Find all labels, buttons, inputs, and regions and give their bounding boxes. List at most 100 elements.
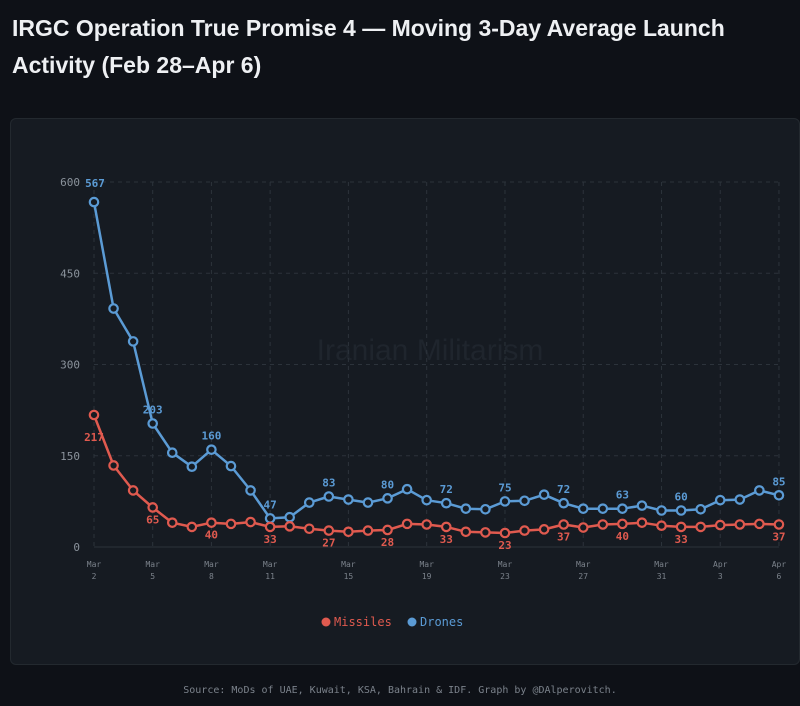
- missiles-point[interactable]: [245, 516, 256, 528]
- drones-data-label: 203: [143, 404, 163, 417]
- missiles-point[interactable]: [714, 519, 726, 531]
- series: [88, 196, 785, 539]
- drones-point[interactable]: [147, 418, 159, 429]
- drones-data-label: 63: [616, 489, 629, 502]
- drones-point[interactable]: [343, 494, 354, 505]
- drones-point[interactable]: [577, 503, 589, 514]
- legend[interactable]: Missiles Drones: [321, 615, 464, 629]
- drones-point[interactable]: [88, 196, 100, 208]
- chart-card: [10, 118, 800, 665]
- missiles-point[interactable]: [225, 518, 237, 530]
- missiles-point[interactable]: [499, 527, 511, 539]
- missiles-point[interactable]: [480, 527, 491, 538]
- drones-point[interactable]: [245, 485, 256, 496]
- missiles-line: [92, 414, 780, 535]
- missiles-point[interactable]: [323, 525, 335, 536]
- drones-point[interactable]: [617, 503, 628, 514]
- drones-point[interactable]: [401, 483, 413, 495]
- missiles-point[interactable]: [88, 409, 100, 421]
- drones-point[interactable]: [597, 503, 609, 514]
- missiles-legend-swatch[interactable]: [321, 617, 331, 627]
- drones-point[interactable]: [421, 494, 432, 506]
- missiles-point[interactable]: [577, 522, 589, 533]
- drones-point[interactable]: [440, 497, 452, 509]
- grid: [93, 181, 780, 547]
- missiles-point[interactable]: [558, 519, 569, 530]
- missiles-point[interactable]: [206, 517, 217, 528]
- drones-point[interactable]: [460, 503, 472, 514]
- drones-point[interactable]: [323, 491, 335, 502]
- missiles-point[interactable]: [440, 521, 452, 533]
- missiles-point[interactable]: [695, 521, 706, 533]
- drones-point[interactable]: [206, 444, 217, 455]
- drones-point[interactable]: [186, 461, 198, 472]
- missiles-point[interactable]: [401, 518, 413, 530]
- missiles-point[interactable]: [127, 485, 139, 496]
- drones-point[interactable]: [558, 497, 569, 509]
- drones-point[interactable]: [362, 497, 374, 508]
- missiles-point[interactable]: [734, 519, 746, 530]
- x-tick-label-day: 23: [500, 572, 510, 581]
- data-labels: 567 203 160 47 83 80 72 75 72 63 60 85 217 65 40 33 27 28…: [84, 177, 786, 552]
- missiles-point[interactable]: [303, 523, 315, 535]
- x-tick-label-month: Mar: [419, 560, 434, 569]
- missiles-data-label: 28: [381, 536, 394, 549]
- drones-point[interactable]: [303, 497, 315, 508]
- x-tick-label-day: 19: [422, 572, 432, 581]
- drones-point[interactable]: [675, 505, 687, 516]
- missiles-point[interactable]: [754, 518, 765, 530]
- missiles-point[interactable]: [519, 525, 530, 536]
- drones-point[interactable]: [656, 505, 667, 516]
- missiles-data-label: 33: [674, 533, 687, 546]
- drones-point[interactable]: [166, 447, 178, 459]
- drones-point[interactable]: [108, 303, 119, 314]
- missiles-point[interactable]: [538, 524, 550, 535]
- drones-point[interactable]: [519, 495, 530, 507]
- drones-point[interactable]: [734, 494, 746, 505]
- drones-data-label: 47: [264, 498, 277, 511]
- drones-point[interactable]: [382, 493, 393, 504]
- drones-point[interactable]: [284, 511, 295, 523]
- missiles-point[interactable]: [597, 519, 609, 530]
- drones-point[interactable]: [499, 496, 511, 507]
- missiles-point[interactable]: [460, 526, 472, 538]
- missiles-point[interactable]: [264, 521, 276, 533]
- missiles-point[interactable]: [362, 525, 374, 536]
- missiles-data-label: 37: [557, 530, 570, 543]
- missiles-data-label: 65: [146, 513, 159, 526]
- drones-data-label: 60: [674, 491, 687, 504]
- missiles-point[interactable]: [343, 526, 354, 538]
- missiles-point[interactable]: [675, 521, 687, 533]
- missiles-data-label: 217: [84, 431, 104, 444]
- drones-point[interactable]: [225, 460, 237, 472]
- drones-point[interactable]: [264, 513, 276, 524]
- x-tick-label-month: Apr: [713, 560, 728, 569]
- missiles-point[interactable]: [166, 517, 178, 528]
- drones-point[interactable]: [127, 336, 139, 347]
- missiles-point[interactable]: [656, 520, 667, 532]
- missiles-point[interactable]: [421, 519, 432, 530]
- missiles-point[interactable]: [284, 521, 295, 532]
- missiles-point[interactable]: [636, 517, 648, 528]
- x-tick-label-day: 27: [578, 572, 588, 581]
- source-note: Source: MoDs of UAE, Kuwait, KSA, Bahrai…: [183, 685, 617, 696]
- drones-data-label: 85: [772, 475, 785, 488]
- x-tick-label-month: Mar: [145, 560, 160, 569]
- drones-point[interactable]: [636, 500, 648, 511]
- drones-point[interactable]: [714, 494, 726, 506]
- drones-point[interactable]: [480, 503, 491, 515]
- missiles-legend-label[interactable]: Missiles: [334, 615, 392, 629]
- drones-point[interactable]: [695, 503, 706, 515]
- x-tick-label-month: Mar: [263, 560, 278, 569]
- drones-legend-label[interactable]: Drones: [420, 615, 463, 629]
- missiles-point[interactable]: [617, 518, 628, 530]
- drones-point[interactable]: [773, 489, 785, 501]
- drones-legend-swatch[interactable]: [407, 617, 417, 627]
- missiles-point[interactable]: [108, 460, 119, 471]
- drones-point[interactable]: [538, 489, 550, 500]
- missiles-point[interactable]: [186, 521, 198, 533]
- drones-point[interactable]: [754, 485, 765, 496]
- missiles-point[interactable]: [773, 519, 785, 530]
- missiles-point[interactable]: [382, 524, 393, 536]
- missiles-point[interactable]: [147, 502, 159, 513]
